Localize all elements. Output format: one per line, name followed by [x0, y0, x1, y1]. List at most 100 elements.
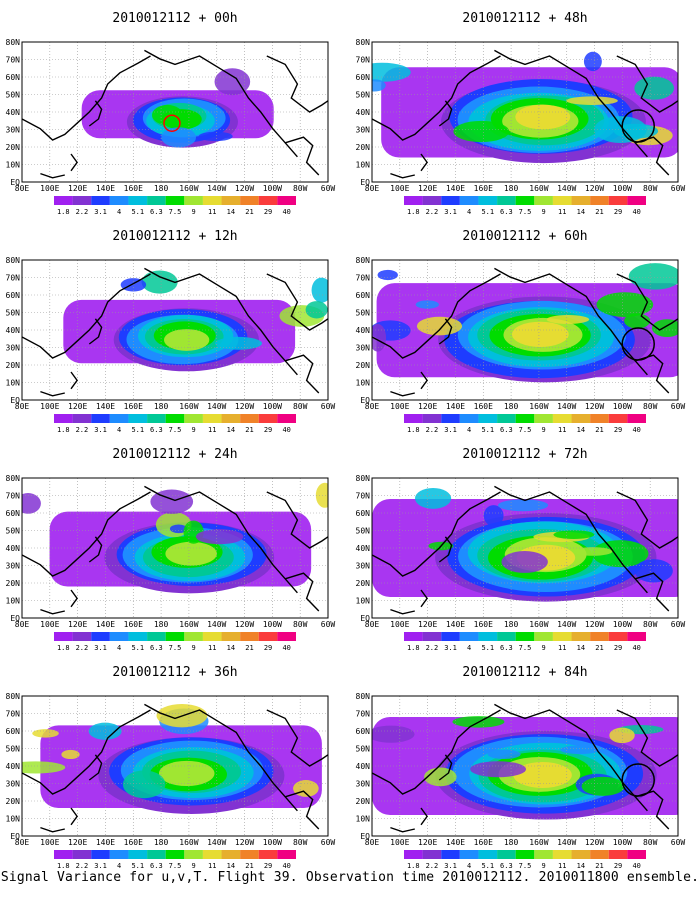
colorbar-swatch — [552, 850, 572, 859]
lon-label: 140E — [446, 620, 465, 629]
colorbar-label: 29 — [264, 644, 272, 652]
variance-contour — [372, 323, 387, 352]
lat-label: 20N — [6, 579, 21, 588]
lat-label: 20N — [356, 579, 371, 588]
coastline — [22, 273, 151, 359]
observation-marker — [621, 109, 655, 143]
lon-label: 80E — [365, 402, 380, 411]
colorbar-swatch — [441, 414, 460, 423]
colorbar-label: 14 — [577, 208, 585, 216]
lon-label: 100E — [390, 620, 409, 629]
lon-label: 100E — [40, 620, 59, 629]
lon-label: 80E — [365, 620, 380, 629]
colorbar-swatch — [571, 850, 591, 859]
colorbar-label: 21 — [595, 208, 603, 216]
variance-contour — [32, 729, 59, 738]
lat-label: 70N — [356, 710, 371, 719]
lon-label: 120E — [68, 838, 87, 847]
colorbar-label: 4 — [117, 862, 121, 870]
colorbar-swatch — [552, 414, 572, 423]
map-frame — [21, 41, 329, 183]
lon-label: 100E — [390, 184, 409, 193]
colorbar-swatch — [109, 850, 129, 859]
lon-label: 80W — [293, 402, 308, 411]
lat-label: 60N — [6, 291, 21, 300]
map-grid — [372, 42, 678, 182]
lon-label: 160E — [474, 620, 493, 629]
map-frame — [371, 695, 679, 837]
colorbar-label: 2.2 — [426, 208, 439, 216]
colorbar-label: 1.8 — [407, 208, 420, 216]
lat-label: 70N — [356, 274, 371, 283]
colorbar-label: 5.1 — [481, 644, 494, 652]
colorbar-swatch — [54, 850, 73, 859]
lat-label: 40N — [6, 544, 21, 553]
colorbar-swatch — [497, 414, 516, 423]
colorbar-swatch — [422, 414, 442, 423]
colorbar-label: 5.1 — [131, 644, 144, 652]
lon-label: 120W — [235, 620, 254, 629]
variance-contour — [591, 540, 649, 568]
variance-contour — [61, 749, 80, 760]
variance-contour — [195, 529, 244, 545]
colorbar-swatch — [534, 414, 553, 423]
colorbar-label: 40 — [282, 208, 290, 216]
colorbar-label: 14 — [577, 426, 585, 434]
panel-title: 2010012112 + 72h — [462, 447, 587, 462]
map-frame — [371, 477, 679, 619]
map-panel: 2010012112 + 60h 80E 100E 120E 140E 160E 180 16… — [356, 229, 686, 434]
variance-contour — [214, 68, 251, 96]
lat-label: 60N — [6, 509, 21, 518]
lat-label: 70N — [356, 492, 371, 501]
map-frame — [21, 477, 329, 619]
colorbar-swatch — [221, 850, 241, 859]
colorbar-label: 6.3 — [150, 208, 163, 216]
variance-contour — [161, 127, 197, 148]
colorbar-swatch — [277, 850, 296, 859]
lat-label: 10N — [356, 161, 371, 170]
lon-label: 160E — [474, 402, 493, 411]
lon-label: 120W — [235, 838, 254, 847]
variance-contour — [169, 524, 188, 534]
lon-label: 140E — [446, 402, 465, 411]
colorbar-swatch — [608, 632, 628, 641]
variance-contour — [22, 761, 66, 774]
variance-contour — [122, 770, 166, 799]
colorbar-label: 9 — [542, 426, 546, 434]
coastline — [372, 709, 501, 795]
colorbar-swatch — [240, 196, 259, 205]
map-panel: 2010012112 + 72h 80E 100E 120E 140E 160E 180 16… — [356, 447, 686, 652]
lon-label: 80W — [293, 184, 308, 193]
coastline — [284, 572, 320, 612]
map-grid — [22, 260, 328, 400]
colorbar-swatch — [441, 850, 460, 859]
variance-contour — [372, 79, 386, 92]
coastline — [390, 390, 415, 397]
colorbar-swatch — [72, 196, 92, 205]
coastline — [616, 273, 678, 331]
colorbar-label: 40 — [632, 426, 640, 434]
colorbar-label: 2.2 — [76, 862, 89, 870]
colorbar-label: 6.3 — [150, 426, 163, 434]
colorbar-label: 29 — [264, 862, 272, 870]
variance-contour — [165, 541, 217, 566]
lat-label: 50N — [356, 309, 371, 318]
variance-contour — [624, 313, 651, 329]
lon-label: 160E — [474, 184, 493, 193]
coastline — [420, 807, 428, 826]
colorbar-swatch — [497, 196, 516, 205]
lon-label: 60W — [321, 620, 336, 629]
colorbar-label: 9 — [192, 208, 196, 216]
lon-label: 120W — [585, 838, 604, 847]
lon-label: 160W — [179, 620, 198, 629]
map-grid — [22, 478, 328, 618]
lon-label: 140E — [96, 620, 115, 629]
colorbar-label: 5.1 — [131, 426, 144, 434]
coastline — [40, 826, 65, 833]
coastline — [438, 754, 453, 781]
lat-label: 70N — [6, 492, 21, 501]
colorbar-label: 11 — [208, 644, 216, 652]
lon-label: 160E — [124, 402, 143, 411]
variance-contour — [305, 301, 328, 319]
